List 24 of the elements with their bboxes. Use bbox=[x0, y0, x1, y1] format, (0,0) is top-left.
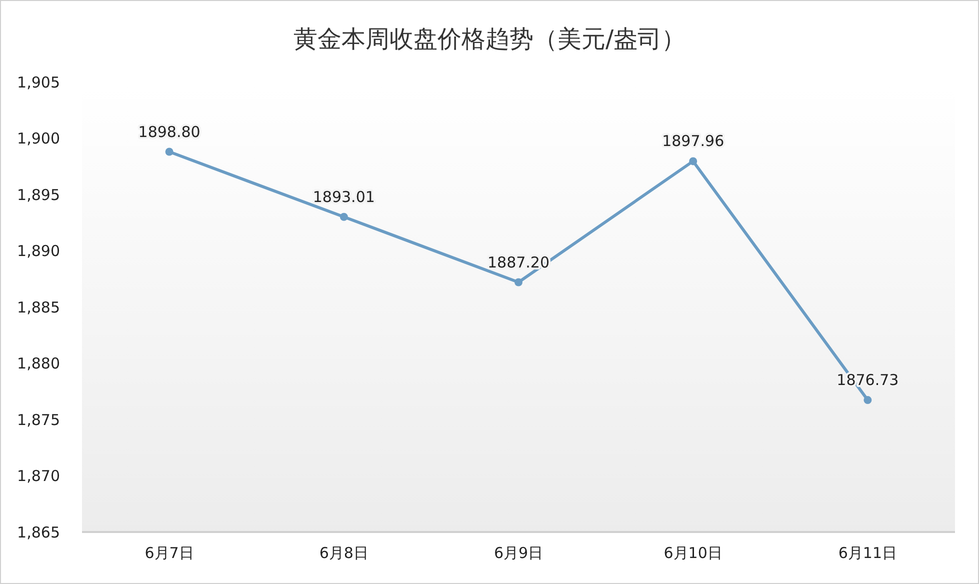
y-tick-label: 1,875 bbox=[17, 410, 60, 429]
data-label: 1893.01 bbox=[312, 188, 375, 206]
y-tick-label: 1,890 bbox=[17, 242, 60, 260]
y-tick-label: 1,885 bbox=[17, 298, 60, 316]
y-tick-label: 1,905 bbox=[17, 73, 60, 92]
chart-title: 黄金本周收盘价格趋势（美元/盎司） bbox=[293, 25, 686, 53]
data-label: 1898.80 bbox=[138, 122, 200, 141]
y-tick-label: 1,900 bbox=[17, 130, 60, 148]
x-tick-label: 6月9日 bbox=[494, 544, 544, 562]
point bbox=[514, 278, 522, 286]
point bbox=[689, 157, 698, 166]
data-label: 1897.96 bbox=[662, 132, 724, 150]
y-tick-label: 1,895 bbox=[17, 186, 60, 204]
y-tick-label: 1,880 bbox=[17, 354, 60, 372]
y-tick-label: 1,865 bbox=[17, 523, 60, 542]
x-tick-label: 6月11日 bbox=[838, 544, 898, 562]
x-tick-label: 6月10日 bbox=[664, 544, 722, 562]
y-tick-label: 1,870 bbox=[17, 467, 60, 485]
point bbox=[165, 148, 174, 156]
x-tick-label: 6月8日 bbox=[319, 544, 368, 562]
data-label: 1887.20 bbox=[487, 253, 550, 272]
point bbox=[340, 212, 348, 221]
x-tick-label: 6月7日 bbox=[144, 544, 194, 562]
point bbox=[864, 396, 872, 404]
